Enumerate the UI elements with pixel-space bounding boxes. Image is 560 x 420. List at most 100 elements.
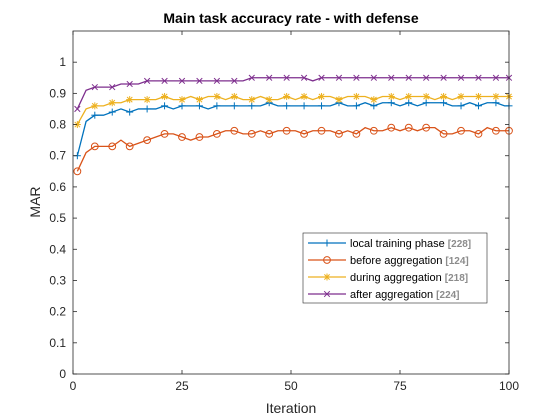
legend-marker	[323, 256, 331, 264]
data-point-during-aggregation	[195, 96, 203, 104]
data-point-local-training-phase	[300, 102, 308, 110]
data-point-during-aggregation	[387, 92, 395, 100]
data-point-after-aggregation	[475, 74, 482, 81]
data-point-before-aggregation	[474, 130, 483, 138]
data-point-local-training-phase	[126, 108, 134, 116]
data-point-before-aggregation	[317, 126, 326, 135]
data-point-before-aggregation	[230, 126, 239, 135]
data-point-during-aggregation	[492, 92, 500, 100]
y-tick-label: 0.3	[49, 273, 66, 287]
data-point-before-aggregation	[300, 130, 308, 138]
data-point-after-aggregation	[318, 74, 325, 81]
data-point-local-training-phase	[178, 102, 186, 110]
data-point-after-aggregation	[440, 74, 447, 81]
legend-label: after aggregation	[350, 289, 433, 301]
data-point-local-training-phase	[195, 102, 203, 110]
data-point-before-aggregation	[247, 130, 256, 138]
data-point-during-aggregation	[265, 96, 273, 104]
y-tick-label: 0.2	[49, 305, 66, 319]
data-point-after-aggregation	[457, 74, 465, 81]
data-point-during-aggregation	[126, 96, 134, 104]
data-point-after-aggregation	[91, 83, 98, 91]
data-point-after-aggregation	[492, 74, 500, 81]
data-point-local-training-phase	[143, 105, 151, 113]
data-point-before-aggregation	[90, 142, 99, 151]
data-point-local-training-phase	[370, 102, 378, 110]
data-point-local-training-phase	[161, 102, 169, 110]
data-point-during-aggregation	[230, 92, 238, 100]
legend-entry-after-aggregation: after aggregation [224]	[308, 289, 460, 301]
data-point-during-aggregation	[248, 96, 256, 104]
x-axis-label: Iteration	[266, 400, 317, 416]
data-point-after-aggregation	[178, 77, 186, 85]
data-point-local-training-phase	[457, 102, 465, 110]
data-point-before-aggregation	[404, 123, 413, 132]
data-point-after-aggregation	[161, 77, 168, 85]
data-point-before-aggregation	[422, 123, 431, 132]
legend-entry-local-training-phase: local training phase [228]	[308, 238, 471, 250]
data-point-local-training-phase	[474, 102, 482, 110]
data-point-local-training-phase	[440, 99, 448, 107]
y-tick-label: 0.7	[49, 149, 66, 163]
data-point-local-training-phase	[492, 99, 500, 107]
data-point-after-aggregation	[405, 74, 412, 81]
data-point-during-aggregation	[440, 92, 448, 100]
data-point-during-aggregation	[474, 92, 482, 100]
data-point-during-aggregation	[300, 92, 308, 100]
series-local-training-phase	[73, 99, 513, 160]
legend-count: [228]	[448, 239, 471, 250]
data-point-before-aggregation	[178, 133, 186, 141]
data-point-local-training-phase	[422, 99, 430, 107]
data-point-local-training-phase	[230, 102, 238, 110]
plot-area	[73, 31, 509, 374]
data-point-during-aggregation	[283, 92, 291, 100]
data-point-local-training-phase	[91, 111, 99, 119]
x-tick-label: 50	[284, 379, 298, 393]
data-point-during-aggregation	[370, 96, 378, 104]
series-during-aggregation	[73, 92, 513, 129]
data-point-local-training-phase	[108, 108, 116, 116]
data-point-during-aggregation	[405, 92, 413, 100]
data-point-before-aggregation	[352, 130, 361, 138]
data-point-during-aggregation	[422, 92, 430, 100]
y-tick-label: 0.9	[49, 86, 66, 100]
data-point-after-aggregation	[266, 74, 273, 81]
data-point-local-training-phase	[283, 102, 291, 110]
data-point-after-aggregation	[143, 77, 151, 85]
legend-count: [218]	[445, 273, 468, 284]
series-layer	[73, 74, 513, 176]
data-point-before-aggregation	[457, 126, 465, 135]
data-point-during-aggregation	[161, 92, 169, 100]
data-point-after-aggregation	[196, 77, 203, 85]
data-point-before-aggregation	[160, 130, 169, 138]
data-point-during-aggregation	[108, 99, 116, 107]
x-tick-label: 25	[175, 379, 189, 393]
data-point-before-aggregation	[265, 130, 274, 138]
data-point-after-aggregation	[109, 83, 116, 91]
y-tick-label: 1	[59, 55, 66, 69]
legend: local training phase [228] before aggregat…	[302, 232, 488, 304]
x-tick-label: 100	[499, 379, 519, 393]
x-tick-label: 75	[393, 379, 407, 393]
data-point-local-training-phase	[318, 102, 326, 110]
data-point-after-aggregation	[423, 74, 430, 81]
data-point-after-aggregation	[126, 80, 133, 88]
legend-box	[302, 232, 488, 304]
data-point-local-training-phase	[387, 99, 395, 107]
series-after-aggregation	[74, 74, 513, 113]
data-point-before-aggregation	[212, 130, 221, 138]
legend-marker	[323, 273, 331, 281]
data-point-before-aggregation	[387, 123, 396, 132]
data-point-during-aggregation	[91, 102, 99, 110]
data-point-before-aggregation	[143, 136, 152, 145]
data-point-during-aggregation	[335, 96, 343, 104]
data-point-after-aggregation	[283, 74, 290, 81]
data-point-before-aggregation	[195, 133, 204, 141]
y-tick-label: 0.8	[49, 118, 66, 132]
data-point-before-aggregation	[439, 130, 448, 138]
data-point-before-aggregation	[492, 126, 500, 135]
legend-marker	[323, 239, 331, 247]
legend-count: [124]	[445, 256, 468, 267]
data-point-before-aggregation	[335, 130, 343, 138]
